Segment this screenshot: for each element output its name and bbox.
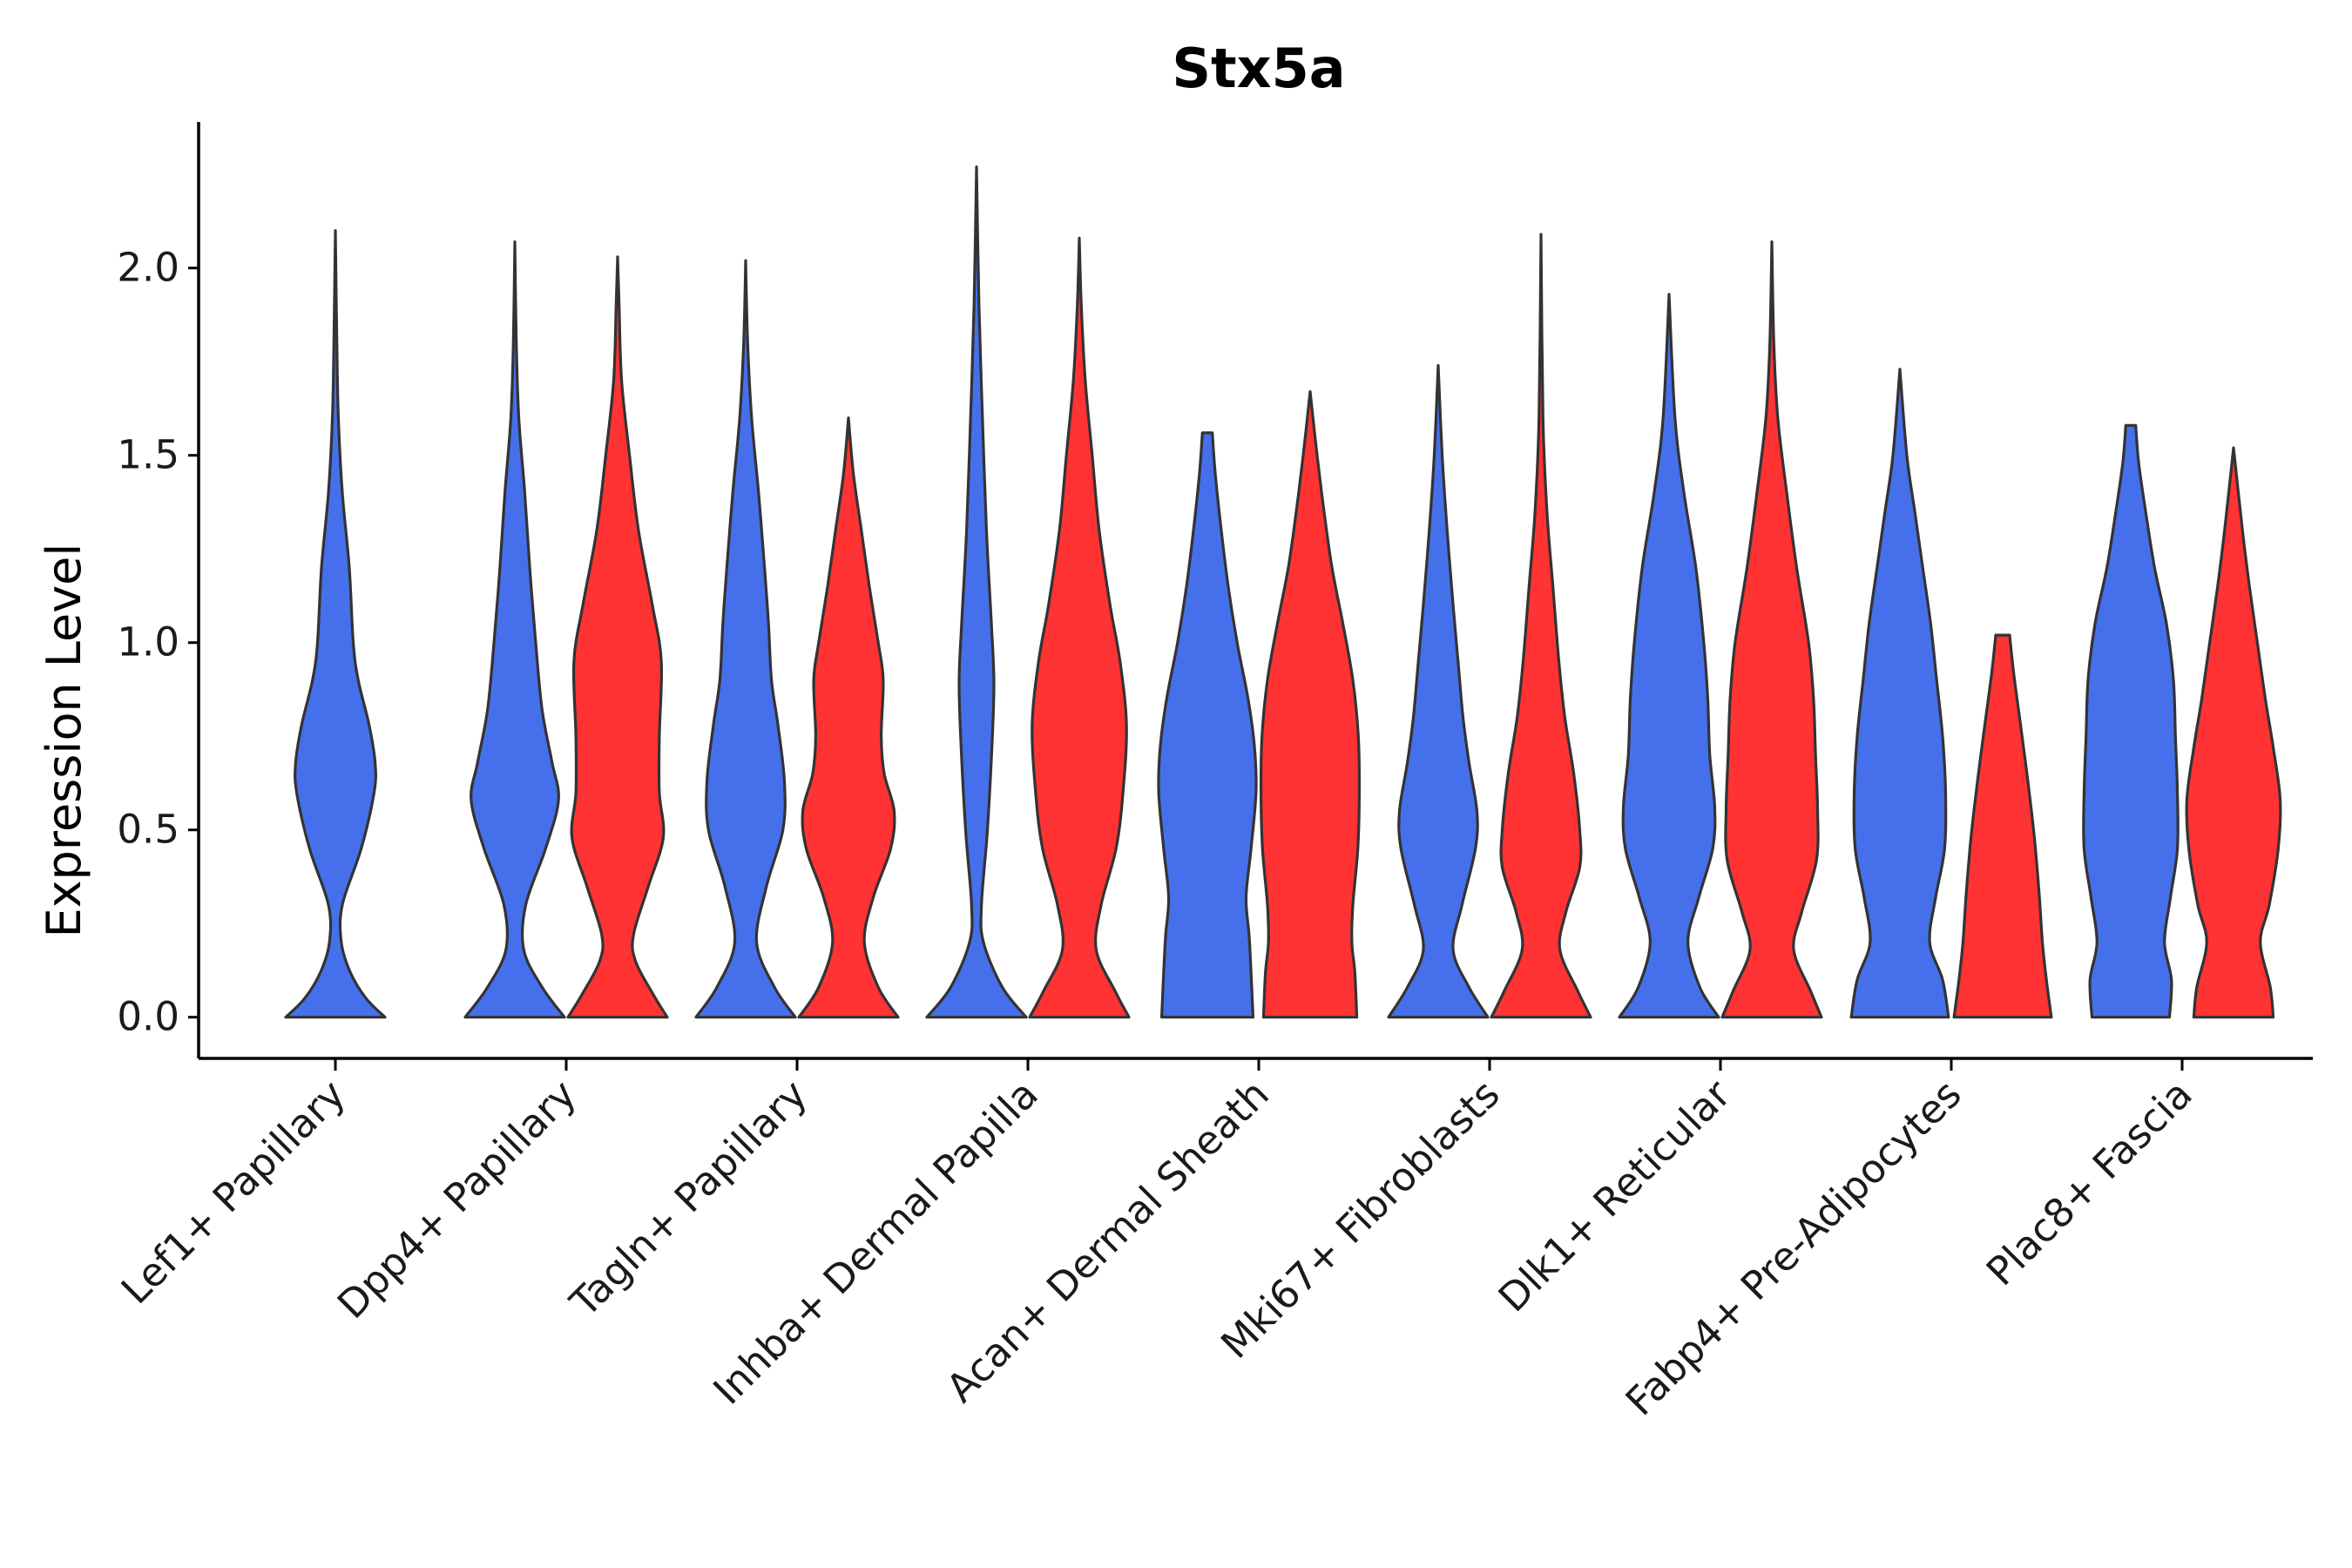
- violin-dpp4-papillary-group-2: [566, 255, 669, 1019]
- violin-fabp4-pre-adipocytes-group-1: [1849, 368, 1950, 1019]
- violin-acan-dermal-sheath-group-2: [1259, 390, 1362, 1019]
- violin-acan-dermal-sheath-group-1: [1157, 431, 1258, 1019]
- violin-plac8-fascia-group-1: [2082, 423, 2180, 1019]
- violin-dlk1-reticular-group-1: [1618, 293, 1720, 1019]
- violin-inhba-dermal-papilla-group-2: [1028, 236, 1131, 1019]
- y-tick-label: 1.5: [117, 432, 179, 478]
- y-tick-label: 0.5: [117, 807, 179, 853]
- x-tick-label: Dpp4+ Papillary: [328, 1071, 585, 1328]
- violin-tagln-papillary-group-1: [694, 259, 797, 1019]
- x-tick-label: Lef1+ Papillary: [112, 1071, 355, 1313]
- violin-inhba-dermal-papilla-group-1: [925, 166, 1028, 1019]
- y-axis: 0.0 0.5 1.0 1.5 2.0: [117, 122, 200, 1058]
- y-axis-title: Expression Level: [37, 544, 91, 938]
- x-tick-label: Dlk1+ Reticular: [1490, 1071, 1740, 1321]
- y-tick-label: 2.0: [117, 245, 179, 291]
- violin-dlk1-reticular-group-2: [1720, 240, 1823, 1019]
- violin-lef1-papillary-group-1: [284, 229, 387, 1019]
- violin-plac8-fascia-group-2: [2185, 446, 2282, 1019]
- x-tick-label: Tagln+ Papillary: [561, 1071, 816, 1326]
- y-tick-label: 1.0: [117, 619, 179, 666]
- violin-tagln-papillary-group-2: [797, 416, 900, 1019]
- chart-title: Stx5a: [1172, 37, 1345, 100]
- violin-mki67-fibroblasts-group-1: [1387, 363, 1490, 1019]
- violin-dpp4-papillary-group-1: [463, 240, 566, 1019]
- violin-fabp4-pre-adipocytes-group-2: [1952, 633, 2053, 1019]
- violin-mki67-fibroblasts-group-2: [1490, 233, 1592, 1019]
- x-tick-label: Plac8+ Fascia: [1977, 1071, 2201, 1294]
- violin-layer: [284, 166, 2282, 1019]
- y-tick-label: 0.0: [117, 994, 179, 1040]
